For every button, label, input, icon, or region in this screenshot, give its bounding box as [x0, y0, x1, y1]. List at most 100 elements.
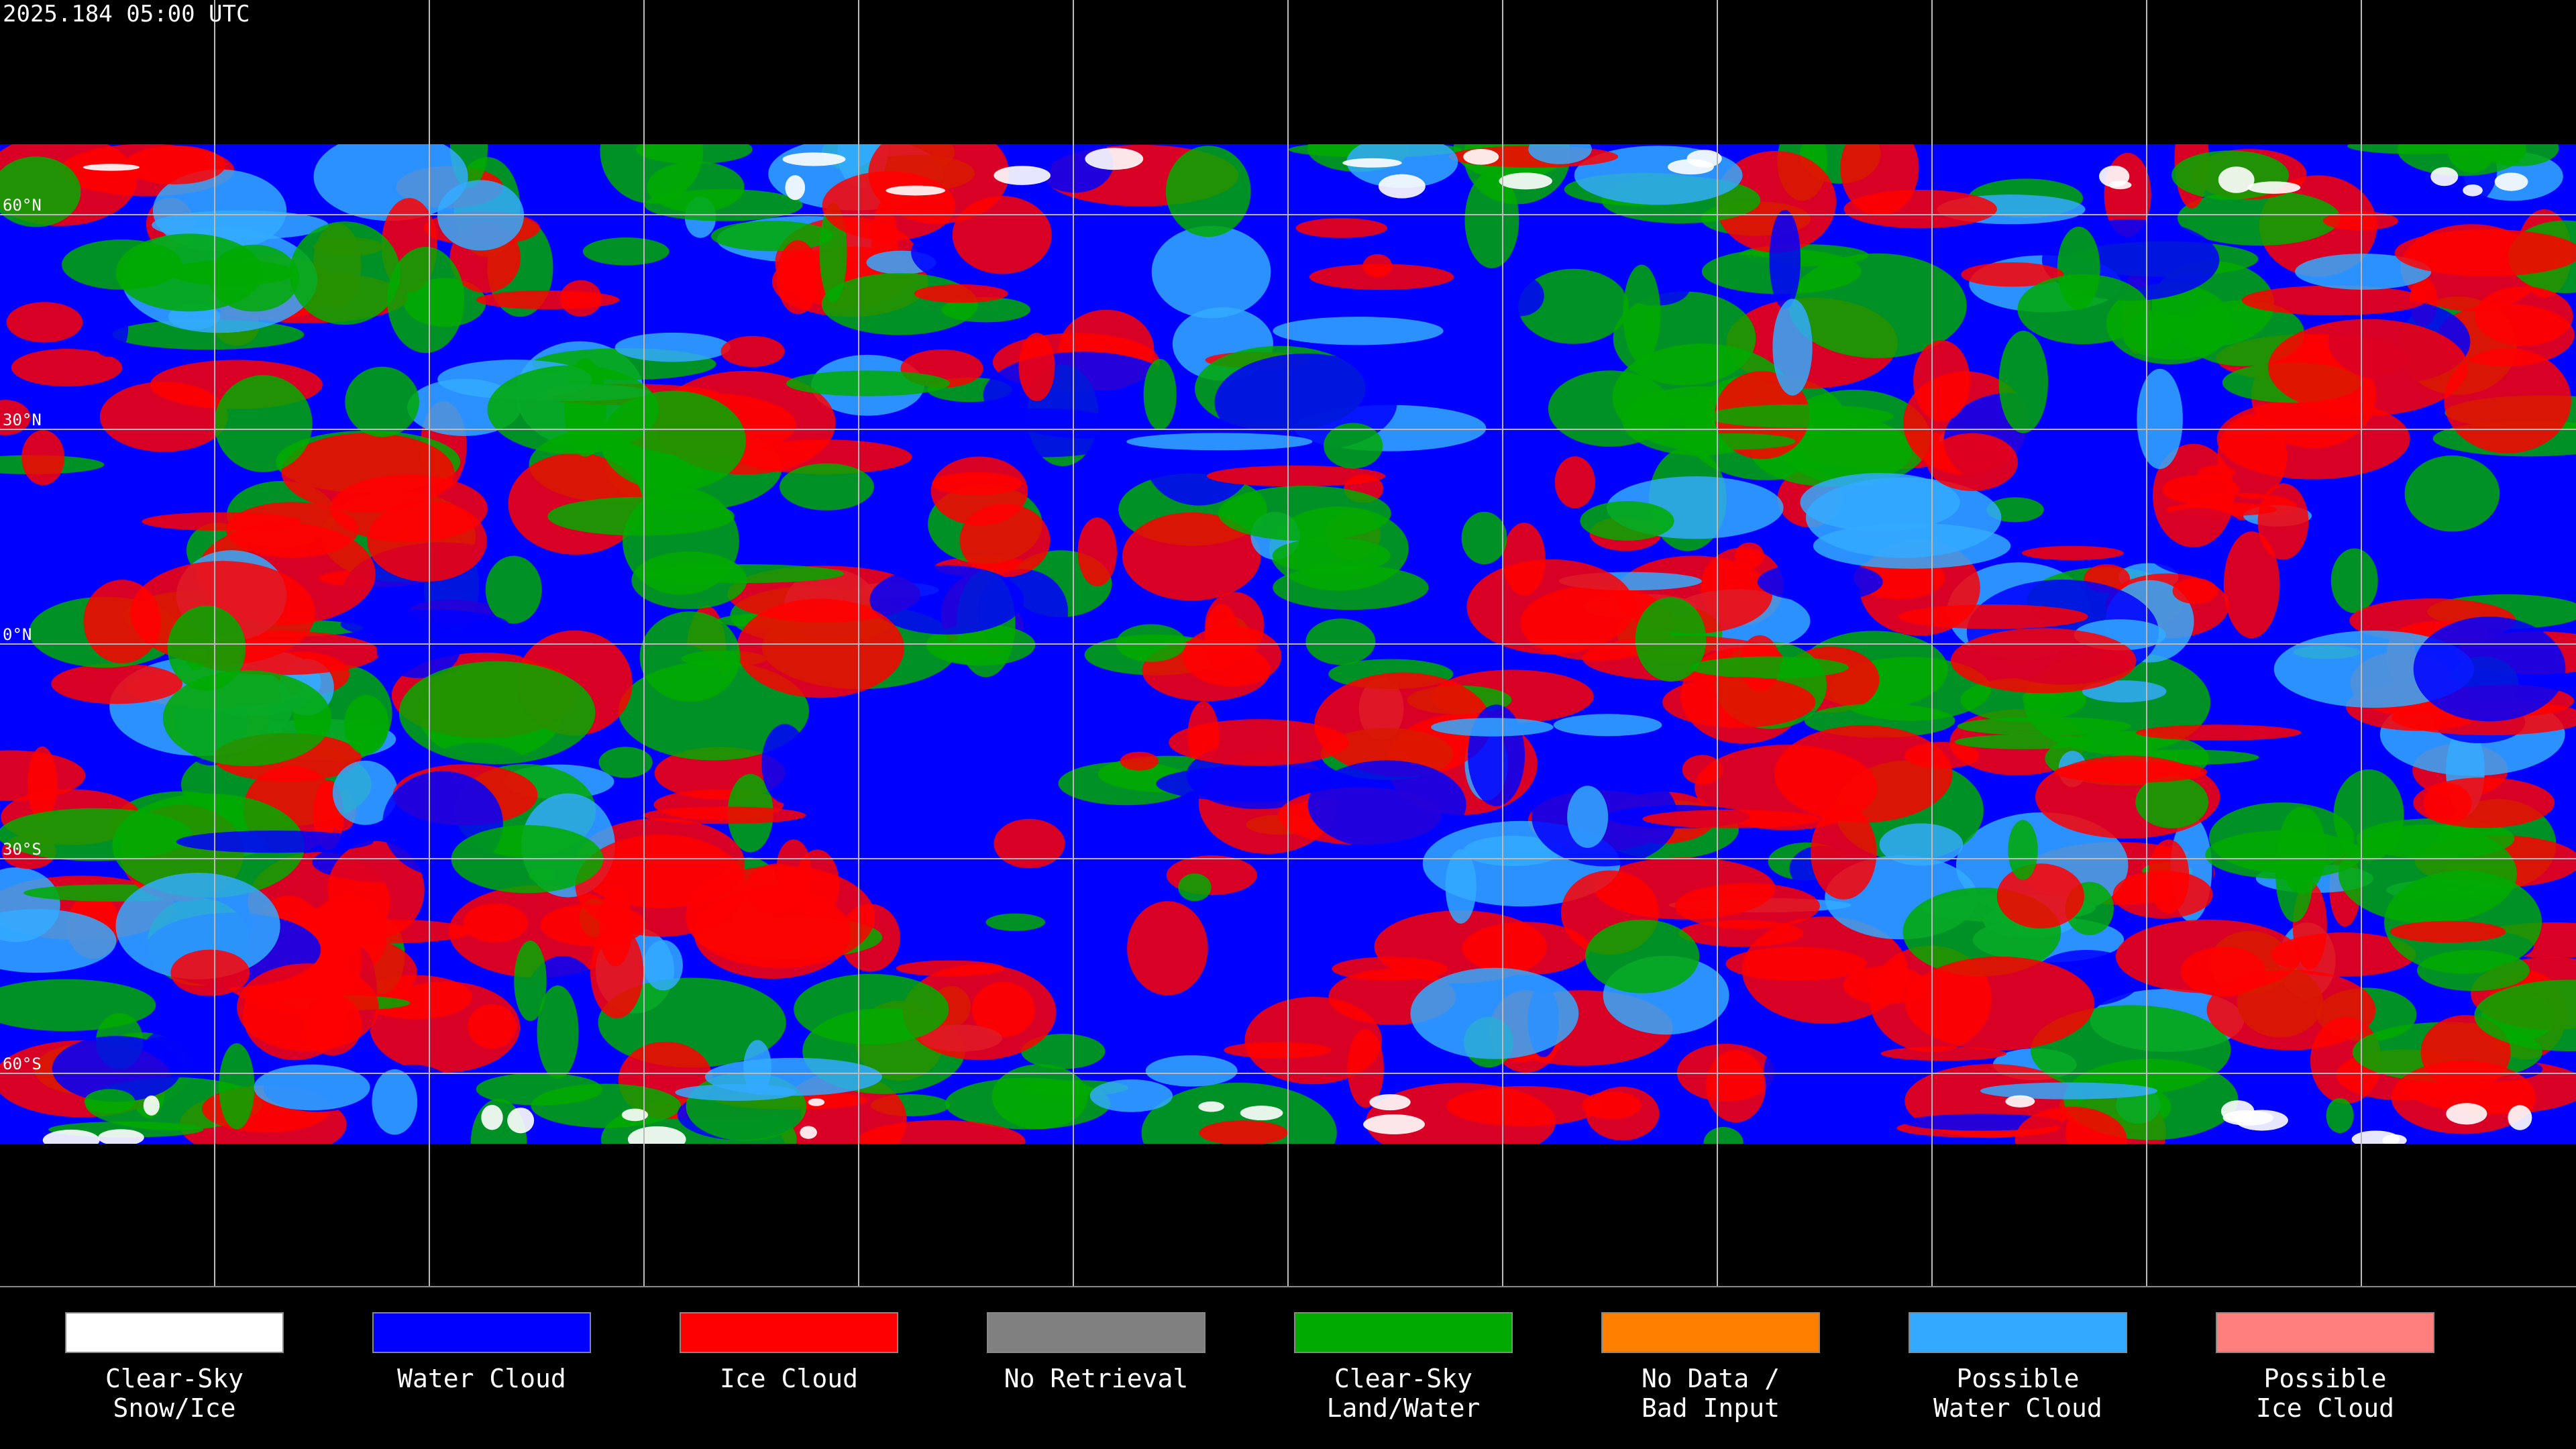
- cloud-patch: [1670, 433, 1796, 450]
- cloud-patch: [167, 605, 246, 691]
- cloud-patch: [1674, 883, 1820, 929]
- legend-swatch: [372, 1312, 591, 1353]
- cloud-patch: [1089, 1079, 1173, 1112]
- snow-patch: [2430, 167, 2459, 186]
- cloud-patch: [1705, 1050, 1766, 1123]
- cloud-patch: [1662, 676, 1816, 728]
- cloud-patch: [1346, 144, 1458, 189]
- legend-swatch: [2216, 1312, 2434, 1353]
- cloud-patch: [1464, 171, 1519, 268]
- cloud-patch: [1151, 225, 1271, 319]
- cloud-patch: [2391, 1061, 2536, 1134]
- snow-patch: [2235, 1110, 2288, 1131]
- cloud-patch: [209, 244, 299, 312]
- cloud-patch: [643, 564, 845, 584]
- legend-label: Water Cloud: [397, 1364, 566, 1393]
- cloud-patch: [52, 1036, 182, 1102]
- cloud-patch: [254, 1064, 370, 1111]
- cloud-patch: [372, 1069, 418, 1135]
- legend-swatch: [680, 1312, 898, 1353]
- snow-patch: [1499, 172, 1552, 190]
- cloud-patch: [1205, 592, 1265, 659]
- cloud-patch: [1462, 922, 1591, 975]
- cloud-patch: [0, 979, 156, 1032]
- cloud-patch: [11, 349, 123, 387]
- cloud-patch: [1120, 751, 1159, 771]
- cloud-patch: [1244, 996, 1382, 1085]
- cloud-patch: [2474, 286, 2573, 346]
- cloud-patch: [51, 663, 183, 704]
- cloud-patch: [62, 239, 182, 290]
- cloud-patch: [514, 941, 547, 1022]
- snow-patch: [627, 1126, 686, 1144]
- cloud-patch: [2347, 144, 2489, 154]
- cloud-patch: [1165, 146, 1251, 237]
- cloud-patch: [1957, 716, 2131, 736]
- cloud-patch: [2413, 616, 2566, 722]
- cloud-patch: [1735, 542, 1764, 569]
- cloud-patch: [1305, 619, 1376, 665]
- cloud-patch: [340, 609, 509, 640]
- legend-label: Clear-Sky: [105, 1364, 244, 1393]
- cloud-patch: [1122, 512, 1261, 601]
- cloud-patch: [1927, 433, 2019, 491]
- cloud-patch: [0, 909, 117, 973]
- cloud-patch: [1980, 1082, 2158, 1099]
- cloud-patch: [1077, 517, 1117, 586]
- cloud-patch: [1466, 559, 1635, 655]
- snow-patch: [2494, 172, 2528, 191]
- cloud-patch: [2135, 775, 2209, 828]
- snow-patch: [2382, 1134, 2407, 1144]
- cloud-patch: [226, 502, 359, 558]
- cloud-patch: [1772, 299, 1813, 396]
- legend-label: Clear-Sky: [1334, 1364, 1472, 1393]
- cloud-patch: [821, 272, 978, 335]
- cloud-patch: [614, 332, 731, 362]
- legend-label: Possible: [2263, 1364, 2386, 1393]
- snow-patch: [98, 1129, 144, 1144]
- cloud-patch: [644, 189, 803, 221]
- legend-label: Snow/Ice: [113, 1393, 235, 1423]
- cloud-patch: [387, 246, 465, 354]
- cloud-patch: [945, 1077, 1111, 1130]
- cloud-patch: [902, 964, 1057, 1061]
- cloud-patch: [1690, 656, 1849, 679]
- cloud-patch: [485, 555, 542, 624]
- cloud-patch: [398, 661, 596, 765]
- cloud-patch: [1332, 957, 1448, 981]
- latitude-label: 60°N: [3, 196, 42, 215]
- latitude-label: 60°S: [3, 1055, 42, 1073]
- cloud-patch: [2339, 824, 2517, 924]
- cloud-patch: [1642, 810, 1821, 828]
- legend-swatch: [1909, 1312, 2127, 1353]
- cloud-patch: [1206, 465, 1386, 487]
- cloud-patch: [343, 695, 389, 755]
- cloud-patch: [745, 863, 809, 913]
- cloud-patch: [2022, 688, 2063, 710]
- cloud-patch: [1295, 218, 1388, 238]
- cloud-patch: [1018, 333, 1055, 402]
- cloud-patch: [2172, 578, 2218, 604]
- cloud-patch: [639, 611, 741, 702]
- cloud-patch: [1757, 561, 1883, 602]
- snow-patch: [1342, 158, 1402, 168]
- cloud-patch: [1682, 755, 1723, 785]
- legend-label: Water Cloud: [1933, 1393, 2102, 1423]
- cloud-patch: [2198, 465, 2235, 480]
- cloud-patch: [2017, 274, 2149, 345]
- cloud-patch: [115, 872, 280, 979]
- legend-label: Land/Water: [1327, 1393, 1481, 1423]
- cloud-patch: [1774, 725, 1953, 823]
- legend-swatch: [1601, 1312, 1820, 1353]
- cloud-patch: [1126, 433, 1313, 451]
- cloud-patch: [1503, 523, 1546, 596]
- cloud-patch: [1218, 486, 1391, 541]
- legend-swatch: [65, 1312, 284, 1353]
- cloud-patch: [176, 830, 374, 853]
- cloud-patch: [0, 399, 31, 435]
- snow-patch: [1378, 174, 1426, 199]
- snow-patch: [42, 1129, 100, 1144]
- cloud-patch: [2295, 254, 2432, 290]
- cloud-patch: [289, 221, 400, 325]
- snow-patch: [2508, 1105, 2532, 1130]
